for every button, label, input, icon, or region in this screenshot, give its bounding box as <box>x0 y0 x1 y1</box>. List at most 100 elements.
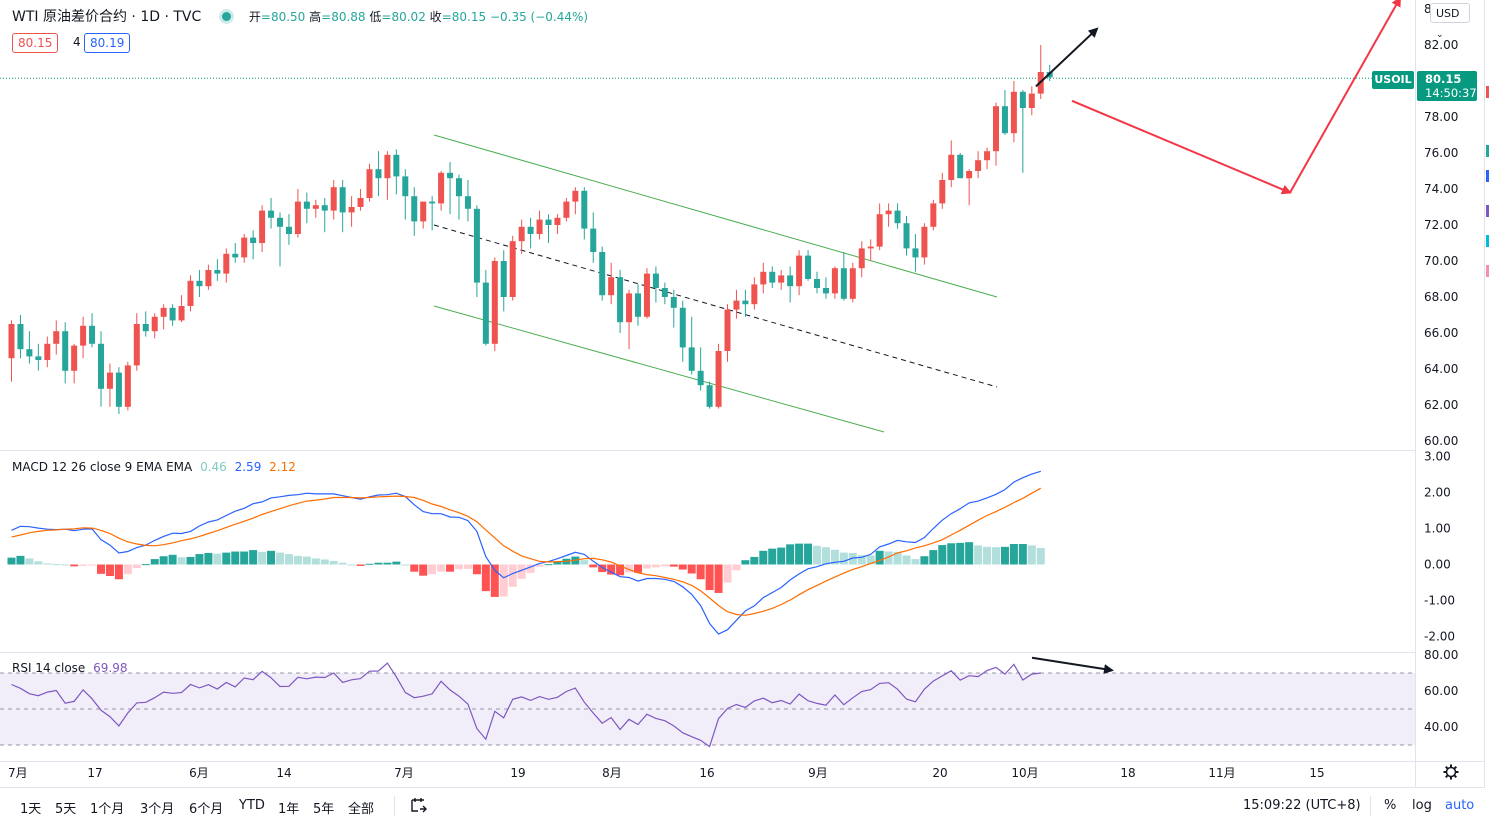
macd-histogram-bar <box>34 561 43 565</box>
candle-body <box>930 203 937 227</box>
chart-header: WTI 原油差价合约 · 1D · TVC 开=80.50 高=80.88 低=… <box>12 6 588 26</box>
macd-legend[interactable]: MACD 12 26 close 9 EMA EMA 0.46 2.59 2.1… <box>12 460 296 474</box>
macd-histogram-bar <box>338 562 347 565</box>
macd-histogram-bar <box>329 560 338 565</box>
auto-scale-toggle[interactable]: auto <box>1445 798 1475 813</box>
macd-axis-label: 2.00 <box>1424 486 1451 500</box>
percent-scale-toggle[interactable]: % <box>1384 798 1397 813</box>
macd-title: MACD 12 26 close 9 EMA EMA <box>12 460 193 474</box>
clock-time[interactable]: 15:09:22 (UTC+8) <box>1243 798 1361 813</box>
range-5d-button[interactable]: 5天 <box>55 802 77 817</box>
quantity-value[interactable]: 4 <box>68 33 86 51</box>
goto-date-icon[interactable] <box>408 795 428 819</box>
time-axis-label: 16 <box>699 766 714 780</box>
macd-axis-label: 1.00 <box>1424 522 1451 536</box>
candle-body <box>769 271 776 283</box>
macd-histogram-bar <box>168 554 177 565</box>
range-1m-button[interactable]: 1个月 <box>90 802 125 817</box>
range-5y-button[interactable]: 5年 <box>313 802 335 817</box>
macd-histogram-bar <box>105 564 114 577</box>
candle-body <box>635 293 641 317</box>
macd-histogram-bar <box>535 564 544 567</box>
macd-histogram-bar <box>875 550 884 565</box>
macd-histogram-bar <box>446 564 455 572</box>
candle-body <box>509 241 516 297</box>
candle-body <box>876 214 883 247</box>
range-1y-button[interactable]: 1年 <box>278 802 300 817</box>
macd-histogram-bar <box>777 547 786 565</box>
candle-body <box>268 210 275 218</box>
candle-body <box>643 273 650 317</box>
candle-body <box>80 325 87 346</box>
price-axis-label: 62.00 <box>1424 398 1458 412</box>
buy-button[interactable]: 80.19 <box>84 33 131 53</box>
macd-histogram-bar <box>857 555 866 565</box>
macd-histogram-bar <box>616 564 625 576</box>
macd-axis-label: 3.00 <box>1424 450 1451 464</box>
macd-histogram-bar <box>634 564 642 573</box>
candle-body <box>966 171 973 179</box>
macd-histogram-bar <box>517 564 526 579</box>
macd-histogram-bar <box>911 559 920 565</box>
range-all-button[interactable]: 全部 <box>348 802 375 817</box>
candle-body <box>948 154 955 180</box>
macd-histogram-bar <box>830 549 839 565</box>
candle-body <box>1010 91 1017 134</box>
candle-body <box>805 255 812 279</box>
candle-body <box>44 343 51 360</box>
chevron-down-icon: ⌄ <box>1436 30 1444 40</box>
macd-histogram-bar <box>821 547 830 565</box>
candle-body <box>187 280 194 306</box>
range-ytd-button[interactable]: YTD <box>239 798 265 813</box>
time-axis-label: 6月 <box>189 766 209 780</box>
macd-histogram-bar <box>374 562 383 565</box>
range-1d-button[interactable]: 1天 <box>20 802 42 817</box>
currency-dropdown[interactable]: USD ⌄ <box>1430 3 1470 40</box>
settings-gear-icon <box>1444 774 1449 779</box>
candle-body <box>456 178 462 197</box>
rsi-legend[interactable]: RSI 14 close 69.98 <box>12 661 128 675</box>
macd-histogram-bar <box>651 564 660 568</box>
right-widget-strip <box>1484 0 1490 790</box>
macd-histogram-bar <box>929 550 938 565</box>
macd-histogram-bar <box>544 564 553 566</box>
low-value: =80.02 <box>381 10 426 24</box>
time-axis-label: 17 <box>87 766 102 780</box>
macd-axis-label: -1.00 <box>1424 594 1455 608</box>
macd-axis-label: 0.00 <box>1424 558 1451 572</box>
macd-histogram-bar <box>759 550 768 565</box>
log-scale-toggle[interactable]: log <box>1412 798 1432 813</box>
macd-histogram-bar <box>481 564 490 592</box>
candle-body <box>89 325 96 344</box>
candle-body <box>214 270 221 274</box>
open-value: =80.50 <box>260 10 306 24</box>
macd-histogram-bar <box>25 558 34 565</box>
macd-histogram-bar <box>965 542 974 565</box>
candle-body <box>26 349 33 357</box>
candle-body <box>993 106 999 152</box>
rsi-title: RSI 14 close <box>12 661 86 675</box>
range-6m-button[interactable]: 6个月 <box>189 802 224 817</box>
macd-histogram-bar <box>186 556 195 565</box>
candle-body <box>17 324 24 350</box>
macd-histogram-bar <box>213 553 222 565</box>
macd-histogram-bar <box>284 554 293 565</box>
macd-histogram-bar <box>589 564 598 568</box>
macd-histogram-bar <box>1018 543 1027 565</box>
candle-body <box>581 190 588 229</box>
price-axis-label: 64.00 <box>1424 362 1458 376</box>
sell-button[interactable]: 80.15 <box>12 33 59 53</box>
macd-histogram-bar <box>1036 547 1045 565</box>
time-axis-label: 7月 <box>8 766 28 780</box>
macd-histogram-bar <box>1027 545 1036 565</box>
toolbar-divider <box>1370 796 1371 816</box>
candle-body <box>787 275 794 287</box>
ohlc-values: 开=80.50 高=80.88 低=80.02 收=80.15 −0.35 (−… <box>249 10 588 24</box>
macd-histogram-bar <box>499 564 508 597</box>
symbol-title[interactable]: WTI 原油差价合约 · 1D · TVC <box>12 9 202 25</box>
macd-histogram-bar <box>267 550 276 565</box>
macd-histogram-bar <box>992 547 1000 565</box>
range-3m-button[interactable]: 3个月 <box>140 802 175 817</box>
candle-body <box>62 331 69 371</box>
